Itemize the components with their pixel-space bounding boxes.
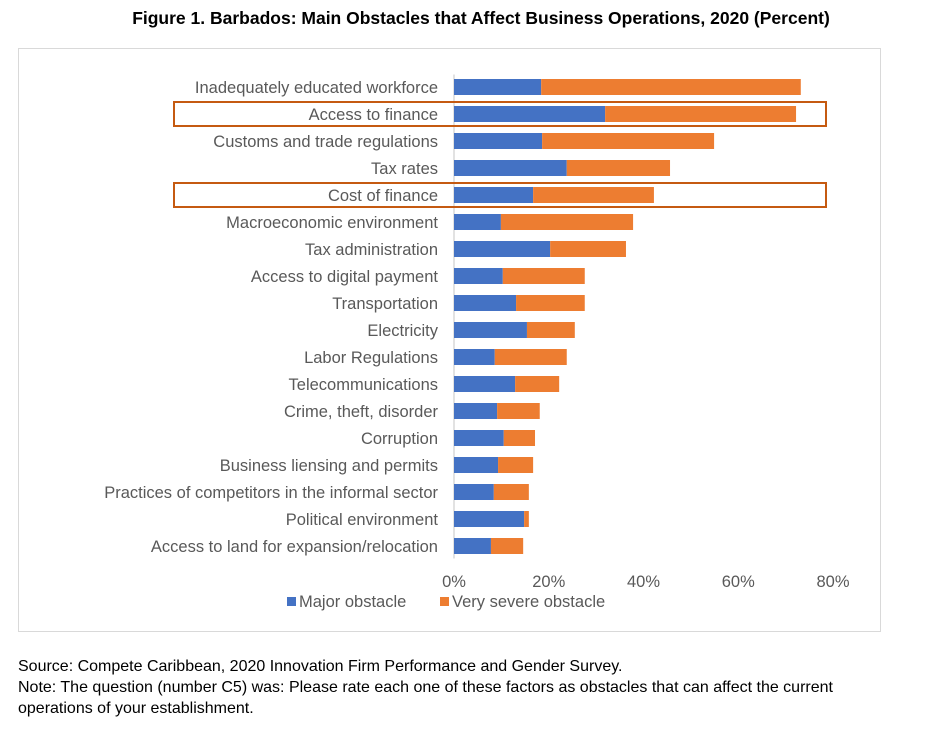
x-tick-label: 20% [532, 573, 565, 591]
category-label: Corruption [361, 430, 438, 448]
category-label: Access to finance [309, 106, 438, 124]
bar-major-obstacle [454, 160, 567, 176]
bar-very-severe-obstacle [516, 295, 585, 311]
legend-label-very-severe-obstacle: Very severe obstacle [452, 593, 605, 611]
bar-very-severe-obstacle [494, 349, 567, 365]
highlight-box [173, 182, 827, 208]
category-label: Transportation [332, 295, 438, 313]
category-label: Cost of finance [328, 187, 438, 205]
bar-very-severe-obstacle [542, 133, 715, 149]
bar-major-obstacle [454, 322, 527, 338]
bar-very-severe-obstacle [503, 430, 536, 446]
bar-very-severe-obstacle [497, 403, 540, 419]
x-tick-label: 60% [722, 573, 755, 591]
chart-frame [18, 48, 881, 632]
legend-swatch-very-severe-obstacle [440, 597, 449, 606]
legend-swatch-major-obstacle [287, 597, 296, 606]
bar-major-obstacle [454, 430, 504, 446]
category-label: Tax administration [305, 241, 438, 259]
category-label: Tax rates [371, 160, 438, 178]
highlight-box [173, 101, 827, 127]
bar-very-severe-obstacle [566, 160, 671, 176]
bar-very-severe-obstacle [502, 268, 585, 284]
bar-major-obstacle [454, 214, 501, 230]
bar-major-obstacle [454, 187, 534, 203]
bar-very-severe-obstacle [526, 322, 575, 338]
category-label: Telecommunications [289, 376, 438, 394]
category-label: Labor Regulations [304, 349, 438, 367]
bar-very-severe-obstacle [493, 484, 529, 500]
bar-very-severe-obstacle [550, 241, 626, 257]
category-label: Customs and trade regulations [213, 133, 438, 151]
bar-major-obstacle [454, 457, 499, 473]
category-label: Macroeconomic environment [226, 214, 438, 232]
category-label: Access to land for expansion/relocation [151, 538, 438, 556]
bar-major-obstacle [454, 295, 517, 311]
bar-major-obstacle [454, 538, 491, 554]
bar-major-obstacle [454, 511, 525, 527]
x-tick-label: 80% [816, 573, 849, 591]
bar-very-severe-obstacle [500, 214, 634, 230]
source-text: Source: Compete Caribbean, 2020 Innovati… [18, 658, 623, 675]
category-label: Political environment [286, 511, 439, 529]
category-label: Practices of competitors in the informal… [104, 484, 438, 502]
bar-very-severe-obstacle [524, 511, 529, 527]
category-label: Inadequately educated workforce [195, 79, 438, 97]
bar-major-obstacle [454, 376, 516, 392]
figure-notes: Source: Compete Caribbean, 2020 Innovati… [18, 656, 833, 719]
note-text-line-2: operations of your establishment. [18, 700, 254, 717]
x-tick-label: 40% [627, 573, 660, 591]
note-text-line-1: Note: The question (number C5) was: Plea… [18, 679, 833, 696]
bar-major-obstacle [454, 79, 542, 95]
bar-very-severe-obstacle [541, 79, 801, 95]
bar-very-severe-obstacle [490, 538, 524, 554]
legend-label-major-obstacle: Major obstacle [299, 593, 406, 611]
category-label: Business liensing and permits [220, 457, 438, 475]
bar-major-obstacle [454, 403, 498, 419]
bar-very-severe-obstacle [605, 106, 797, 122]
stacked-bar-chart: Inadequately educated workforce Access to… [104, 74, 850, 611]
bar-very-severe-obstacle [515, 376, 560, 392]
category-label: Access to digital payment [251, 268, 439, 286]
bar-major-obstacle [454, 484, 494, 500]
x-tick-label: 0% [442, 573, 466, 591]
bar-major-obstacle [454, 241, 551, 257]
bar-major-obstacle [454, 268, 503, 284]
bar-major-obstacle [454, 349, 495, 365]
category-label: Crime, theft, disorder [284, 403, 439, 421]
bar-major-obstacle [454, 133, 543, 149]
bar-very-severe-obstacle [533, 187, 654, 203]
bar-very-severe-obstacle [498, 457, 534, 473]
category-label: Electricity [367, 322, 438, 340]
bar-major-obstacle [454, 106, 606, 122]
figure-title: Figure 1. Barbados: Main Obstacles that … [132, 8, 830, 28]
